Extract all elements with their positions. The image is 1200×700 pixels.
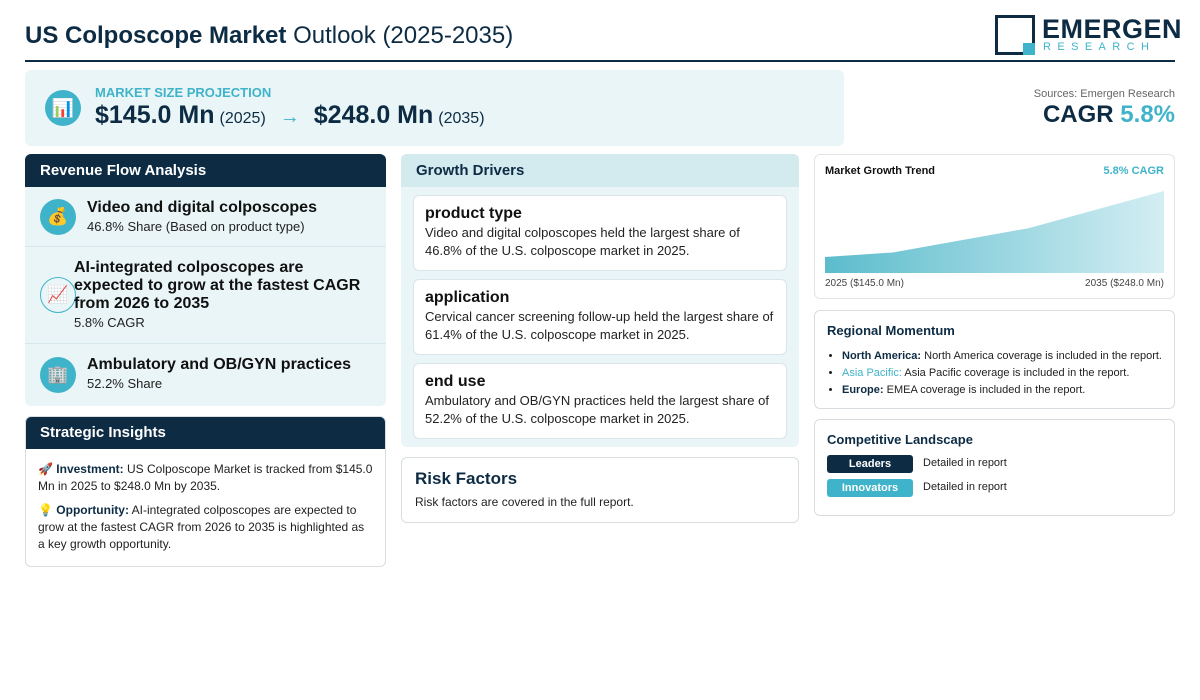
logo-square-icon [995, 15, 1035, 55]
driver-title: end use [425, 373, 486, 390]
projection-values: $145.0 Mn (2025) → $248.0 Mn (2035) [95, 101, 485, 130]
region-text: EMEA coverage is included in the report. [886, 384, 1086, 396]
cagr-headline: CAGR 5.8% [1034, 101, 1175, 129]
investment-text: US Colposcope Market is tracked from $14… [38, 462, 373, 493]
growth-drivers-card: Growth Drivers product type Video and di… [401, 154, 799, 447]
revenue-item: 🏢 Ambulatory and OB/GYN practices 52.2% … [25, 344, 386, 405]
risk-factors-title: Risk Factors [415, 469, 518, 488]
money-bag-icon: 💰 [40, 199, 76, 235]
office-building-icon: 🏢 [40, 357, 76, 393]
revenue-item-subtitle: 5.8% CAGR [74, 315, 145, 330]
page-title-bold: US Colposcope Market [25, 22, 287, 49]
region-item: North America: North America coverage is… [842, 348, 1162, 365]
cagr-value: 5.8% [1120, 101, 1175, 128]
strategic-insights-heading: Strategic Insights [26, 417, 385, 449]
revenue-item: 💰 Video and digital colposcopes 46.8% Sh… [25, 187, 386, 247]
region-text: North America coverage is included in th… [924, 350, 1162, 362]
regional-momentum-card: Regional Momentum North America: North A… [814, 310, 1175, 409]
region-item: Asia Pacific: Asia Pacific coverage is i… [842, 365, 1162, 382]
opportunity-insight: 💡 Opportunity: AI-integrated colposcopes… [38, 502, 373, 553]
page-title: US Colposcope Market Outlook (2025-2035) [25, 22, 513, 50]
sources-text: Sources: Emergen Research [1033, 88, 1175, 100]
trend-title: Market Growth Trend [825, 165, 936, 177]
revenue-flow-card: Revenue Flow Analysis 💰 Video and digita… [25, 154, 386, 406]
competitive-row-text: Detailed in report [923, 481, 1007, 493]
driver-card: application Cervical cancer screening fo… [413, 279, 787, 355]
driver-title: product type [425, 205, 522, 222]
regional-momentum-heading: Regional Momentum [827, 323, 955, 338]
logo-word: EMERGEN [1042, 14, 1183, 44]
arrow-right-icon: → [279, 106, 300, 128]
competitive-landscape-card: Competitive Landscape Leaders Detailed i… [814, 419, 1175, 516]
investment-label: Investment: [56, 462, 124, 476]
innovators-badge: Innovators [827, 479, 913, 497]
driver-card: end use Ambulatory and OB/GYN practices … [413, 363, 787, 439]
revenue-item-title: Video and digital colposcopes [87, 199, 317, 216]
trend-end-label: 2035 ($248.0 Mn) [1085, 278, 1164, 289]
growth-drivers-heading: Growth Drivers [401, 154, 799, 187]
projection-label: MARKET SIZE PROJECTION [95, 85, 272, 100]
driver-title: application [425, 289, 510, 306]
market-size-panel: 📊 MARKET SIZE PROJECTION $145.0 Mn (2025)… [25, 70, 844, 146]
region-label: North America: [842, 350, 922, 362]
emergen-logo: EMERGEN RESEARCH [995, 14, 1182, 56]
chart-increasing-icon: 📈 [40, 277, 76, 313]
trend-area-chart [825, 191, 1164, 273]
lightbulb-icon: 💡 [38, 503, 53, 517]
trend-start-label: 2025 ($145.0 Mn) [825, 278, 904, 289]
report-header: US Colposcope Market Outlook (2025-2035)… [25, 12, 1182, 62]
trend-cagr: 5.8% CAGR [1103, 165, 1164, 177]
region-item: Europe: EMEA coverage is included in the… [842, 382, 1162, 399]
risk-factors-text: Risk factors are covered in the full rep… [415, 495, 634, 509]
opportunity-text: AI-integrated colposcopes are expected t… [38, 503, 365, 551]
revenue-item-subtitle: 46.8% Share (Based on product type) [87, 219, 305, 234]
start-year: (2025) [219, 110, 266, 127]
start-value: $145.0 Mn [95, 101, 215, 129]
market-growth-trend-card: Market Growth Trend 5.8% CAGR 2025 ($145… [814, 154, 1175, 299]
competitive-landscape-heading: Competitive Landscape [827, 432, 973, 447]
revenue-item-title: AI-integrated colposcopes are expected t… [74, 259, 361, 312]
cagr-summary: Sources: Emergen Research CAGR 5.8% [1034, 88, 1175, 129]
page-title-rest: Outlook (2025-2035) [293, 22, 514, 49]
bar-chart-icon: 📊 [45, 90, 81, 126]
region-label: Europe: [842, 384, 884, 396]
driver-text: Video and digital colposcopes held the l… [425, 225, 740, 258]
strategic-insights-card: Strategic Insights 🚀 Investment: US Colp… [25, 416, 386, 567]
region-list: North America: North America coverage is… [827, 348, 1162, 399]
revenue-item: 📈 AI-integrated colposcopes are expected… [25, 247, 386, 344]
driver-text: Cervical cancer screening follow-up held… [425, 309, 774, 342]
driver-text: Ambulatory and OB/GYN practices held the… [425, 393, 769, 426]
trend-area-series [825, 191, 1164, 273]
revenue-flow-heading: Revenue Flow Analysis [25, 154, 386, 187]
revenue-item-subtitle: 52.2% Share [87, 376, 163, 391]
leaders-badge: Leaders [827, 455, 913, 473]
opportunity-label: Opportunity: [56, 503, 129, 517]
investment-insight: 🚀 Investment: US Colposcope Market is tr… [38, 461, 373, 495]
risk-factors-card: Risk Factors Risk factors are covered in… [401, 457, 799, 523]
strategic-insights-body: 🚀 Investment: US Colposcope Market is tr… [26, 449, 385, 553]
region-label: Asia Pacific: [842, 367, 902, 379]
end-value: $248.0 Mn [313, 101, 434, 129]
cagr-label: CAGR [1042, 101, 1114, 128]
region-text: Asia Pacific coverage is included in the… [904, 367, 1130, 379]
end-year: (2035) [438, 110, 485, 127]
rocket-icon: 🚀 [38, 462, 53, 476]
revenue-item-title: Ambulatory and OB/GYN practices [87, 356, 352, 373]
competitive-row-text: Detailed in report [923, 457, 1007, 469]
driver-card: product type Video and digital colposcop… [413, 195, 787, 271]
logo-subword: RESEARCH [1043, 41, 1156, 53]
